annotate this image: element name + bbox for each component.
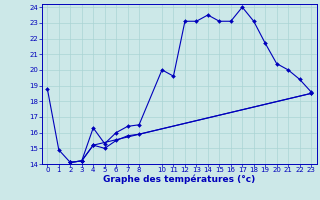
- X-axis label: Graphe des températures (°c): Graphe des températures (°c): [103, 175, 255, 184]
